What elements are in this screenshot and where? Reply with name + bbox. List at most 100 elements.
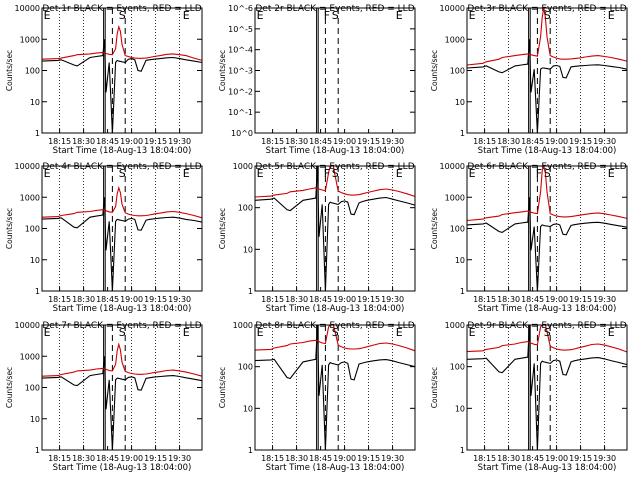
interval-marker: E <box>396 9 403 22</box>
panel-title: Det 3r BLACK = Events, RED = LLD <box>467 4 626 14</box>
y-tick-label: 10 <box>243 404 253 413</box>
x-tick-label: 19:00 <box>545 137 568 146</box>
x-axis-label: Start Time (18-Aug-13 18:04:00) <box>266 146 405 156</box>
x-tick-label: 18:45 <box>96 137 119 146</box>
panel-title: Det 8r BLACK = Events, RED = LLD <box>255 321 414 331</box>
x-tick-label: 19:30 <box>381 137 404 146</box>
interval-marker: S <box>332 167 339 180</box>
x-tick-label: 19:00 <box>333 454 356 463</box>
x-tick-label: 18:15 <box>261 295 284 304</box>
x-tick-label: 19:30 <box>381 295 404 304</box>
y-tick-label: 1000 <box>20 352 40 361</box>
y-tick-label: 1000 <box>233 321 253 330</box>
panel-title: Det 6r BLACK = Events, RED = LLD <box>467 162 626 172</box>
events-series-line <box>41 39 203 134</box>
x-tick-label: 19:30 <box>168 454 191 463</box>
events-series-line <box>466 39 628 134</box>
x-tick-label: 19:30 <box>168 137 191 146</box>
x-tick-label: 19:15 <box>569 295 592 304</box>
plot-frame <box>41 324 203 451</box>
x-axis-label: Start Time (18-Aug-13 18:04:00) <box>53 146 192 156</box>
x-tick-label: 19:15 <box>569 137 592 146</box>
plot-frame <box>254 324 416 451</box>
panel-title: Det 5r BLACK = Events, RED = LLD <box>255 162 414 172</box>
interval-marker: E <box>44 9 51 22</box>
x-tick-label: 18:15 <box>473 295 496 304</box>
lld-series-line <box>466 7 628 66</box>
x-tick-label: 19:30 <box>168 295 191 304</box>
events-series-line <box>466 197 628 292</box>
interval-marker: E <box>257 167 264 180</box>
x-tick-label: 18:15 <box>48 137 71 146</box>
x-tick-label: 19:15 <box>144 295 167 304</box>
interval-marker: E <box>608 326 615 339</box>
x-tick-label: 18:30 <box>497 137 520 146</box>
y-tick-label: 10 <box>455 404 465 413</box>
x-tick-label: 19:15 <box>357 137 380 146</box>
y-tick-label: 10 <box>30 98 40 107</box>
interval-marker: S <box>332 326 339 339</box>
y-tick-label: 10 <box>243 245 253 254</box>
x-tick-label: 18:45 <box>96 295 119 304</box>
x-axis-label: Start Time (18-Aug-13 18:04:00) <box>266 463 405 473</box>
y-axis-label: Counts/sec <box>430 208 439 249</box>
x-axis-label: Start Time (18-Aug-13 18:04:00) <box>478 304 617 314</box>
y-tick-label: 10^-1 <box>228 108 253 117</box>
y-axis-label: Counts/sec <box>430 50 439 91</box>
interval-marker: S <box>544 167 551 180</box>
lld-series-line <box>41 24 203 61</box>
x-axis-label: Start Time (18-Aug-13 18:04:00) <box>266 304 405 314</box>
y-tick-label: 10 <box>455 256 465 265</box>
x-tick-label: 18:15 <box>261 454 284 463</box>
x-tick-label: 19:00 <box>545 454 568 463</box>
x-tick-label: 18:45 <box>521 295 544 304</box>
x-axis-label: Start Time (18-Aug-13 18:04:00) <box>53 463 192 473</box>
y-tick-label: 100 <box>25 67 40 76</box>
y-axis-label: Counts/sec <box>218 208 227 249</box>
y-axis-label: Counts/sec <box>5 50 14 91</box>
lld-series-line <box>466 163 628 222</box>
panel-title: Det 9r BLACK = Events, RED = LLD <box>467 321 626 331</box>
events-series-line <box>41 197 203 292</box>
x-axis-label: Start Time (18-Aug-13 18:04:00) <box>478 463 617 473</box>
y-tick-label: 10^-6 <box>228 4 253 13</box>
x-tick-label: 19:00 <box>545 295 568 304</box>
lld-series-line <box>466 324 628 353</box>
interval-marker: E <box>396 167 403 180</box>
y-tick-label: 1 <box>460 446 465 455</box>
y-tick-label: 1000 <box>233 162 253 171</box>
x-tick-label: 18:30 <box>285 137 308 146</box>
plot-frame <box>466 324 628 451</box>
x-tick-label: 18:30 <box>497 295 520 304</box>
x-tick-label: 19:00 <box>120 295 143 304</box>
interval-marker: S <box>119 167 126 180</box>
x-axis-label: Start Time (18-Aug-13 18:04:00) <box>478 146 617 156</box>
y-tick-label: 100 <box>238 204 253 213</box>
x-tick-label: 18:15 <box>48 454 71 463</box>
y-tick-label: 10000 <box>440 162 465 171</box>
interval-marker: E <box>469 167 476 180</box>
y-tick-label: 100 <box>450 363 465 372</box>
events-series-line <box>254 165 416 292</box>
x-tick-label: 19:30 <box>593 295 616 304</box>
x-tick-label: 18:45 <box>309 295 332 304</box>
interval-marker: S <box>119 9 126 22</box>
x-tick-label: 18:15 <box>48 295 71 304</box>
y-tick-label: 1 <box>248 446 253 455</box>
y-tick-label: 10^-3 <box>228 67 253 76</box>
x-tick-label: 18:30 <box>285 454 308 463</box>
panel-title: Det 1r BLACK = Events, RED = LLD <box>42 4 201 14</box>
interval-marker: E <box>396 326 403 339</box>
panel-title: Det 4r BLACK = Events, RED = LLD <box>42 162 201 172</box>
y-tick-label: 100 <box>238 363 253 372</box>
y-tick-label: 10 <box>455 98 465 107</box>
x-tick-label: 18:15 <box>473 454 496 463</box>
x-tick-label: 19:30 <box>593 137 616 146</box>
